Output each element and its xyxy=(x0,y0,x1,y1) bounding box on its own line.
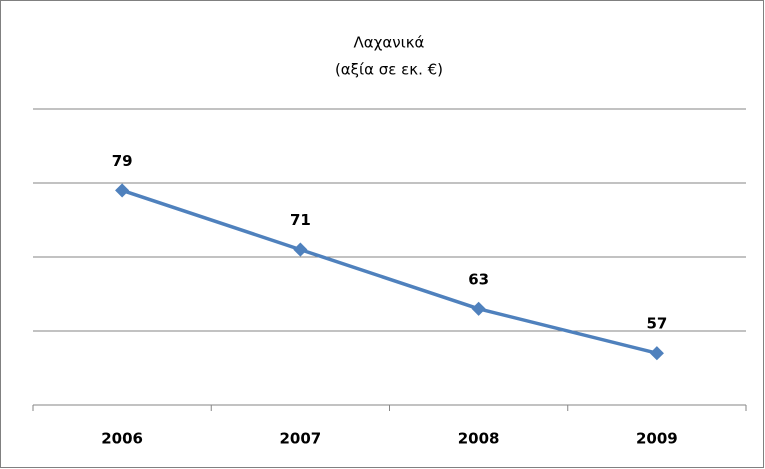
x-tick-label: 2006 xyxy=(101,430,143,448)
data-label: 71 xyxy=(290,211,311,229)
data-label: 63 xyxy=(468,270,489,288)
data-point xyxy=(471,301,486,316)
x-tick-label: 2007 xyxy=(280,430,322,448)
x-tick-label: 2008 xyxy=(458,430,500,448)
x-tick-label: 2009 xyxy=(636,430,678,448)
data-point xyxy=(293,242,308,257)
chart-subtitle: (αξία σε εκ. €) xyxy=(335,61,443,79)
data-label: 79 xyxy=(112,152,133,170)
data-point xyxy=(649,346,664,361)
chart-title: Λαχανικά xyxy=(354,34,425,52)
data-label: 57 xyxy=(646,315,667,333)
line-series xyxy=(121,188,658,355)
